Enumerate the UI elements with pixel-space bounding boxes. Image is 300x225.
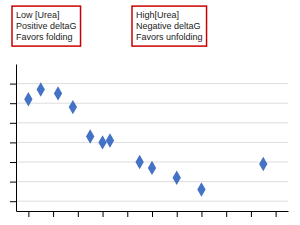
- y-tick: [10, 142, 16, 143]
- annotation-text: Low [Urea]Positive deltaGFavors folding: [16, 10, 77, 42]
- point: [69, 100, 77, 114]
- x-tick: [251, 211, 252, 217]
- y-tick-mark: [10, 84, 16, 85]
- y-tick: [10, 103, 16, 104]
- point: [259, 157, 267, 171]
- point: [135, 155, 143, 169]
- point: [148, 161, 156, 175]
- x-tick-mark: [226, 211, 227, 217]
- chart: Low [Urea]Positive deltaGFavors folding H…: [0, 0, 300, 225]
- x-tick-mark: [276, 211, 277, 217]
- x-tick: [152, 211, 153, 217]
- y-tick: [10, 123, 16, 124]
- annotation-line: Favors folding: [16, 32, 73, 42]
- y-tick-mark: [10, 201, 16, 202]
- grid-line: [16, 142, 288, 143]
- point: [37, 82, 45, 96]
- annotation-line: Favors unfolding: [136, 32, 203, 42]
- y-tick-mark: [10, 162, 16, 163]
- annotation-box: [12, 6, 81, 46]
- x-tick-mark: [251, 211, 252, 217]
- point: [24, 92, 32, 106]
- x-tick: [127, 211, 128, 217]
- point: [197, 182, 205, 196]
- y-tick-mark: [10, 182, 16, 183]
- point: [98, 135, 106, 149]
- grid-line: [16, 201, 288, 202]
- annotation-line: Low [Urea]: [16, 10, 60, 20]
- annotation-line: High[Urea]: [136, 10, 179, 20]
- y-tick-mark: [10, 103, 16, 104]
- y-tick: [10, 84, 16, 85]
- y-axis: [10, 65, 17, 212]
- y-tick: [10, 182, 16, 183]
- grid-line: [16, 181, 288, 182]
- x-tick: [103, 211, 104, 217]
- y-tick: [10, 162, 16, 163]
- point: [54, 86, 62, 100]
- x-tick-mark: [28, 211, 29, 217]
- annotation-box: [132, 6, 207, 46]
- grid-line: [16, 122, 288, 123]
- x-tick-mark: [53, 211, 54, 217]
- x-tick-mark: [78, 211, 79, 217]
- x-tick: [177, 211, 178, 217]
- annotation: Low [Urea]Positive deltaGFavors folding: [12, 6, 81, 46]
- x-tick-mark: [201, 211, 202, 217]
- x-tick-mark: [103, 211, 104, 217]
- x-tick: [28, 211, 29, 217]
- annotation: High[Urea]Negative deltaGFavors unfoldin…: [132, 6, 207, 46]
- annotation-line: Negative deltaG: [136, 21, 201, 31]
- y-tick: [10, 201, 16, 202]
- annotation-line: Positive deltaG: [16, 21, 77, 31]
- grid-line: [16, 83, 288, 84]
- grid-line: [16, 103, 288, 104]
- annotation-text: High[Urea]Negative deltaGFavors unfoldin…: [136, 10, 203, 42]
- y-axis-line: [16, 65, 17, 212]
- points: [24, 82, 267, 196]
- point: [106, 133, 114, 147]
- y-tick-mark: [10, 123, 16, 124]
- x-tick: [53, 211, 54, 217]
- point: [173, 170, 181, 184]
- y-tick-mark: [10, 142, 16, 143]
- x-tick-mark: [127, 211, 128, 217]
- x-tick-mark: [177, 211, 178, 217]
- x-tick: [78, 211, 79, 217]
- x-axis: [17, 211, 289, 217]
- grid: [16, 84, 288, 202]
- x-tick: [276, 211, 277, 217]
- point: [86, 129, 94, 143]
- x-tick: [201, 211, 202, 217]
- x-tick: [226, 211, 227, 217]
- x-tick-mark: [152, 211, 153, 217]
